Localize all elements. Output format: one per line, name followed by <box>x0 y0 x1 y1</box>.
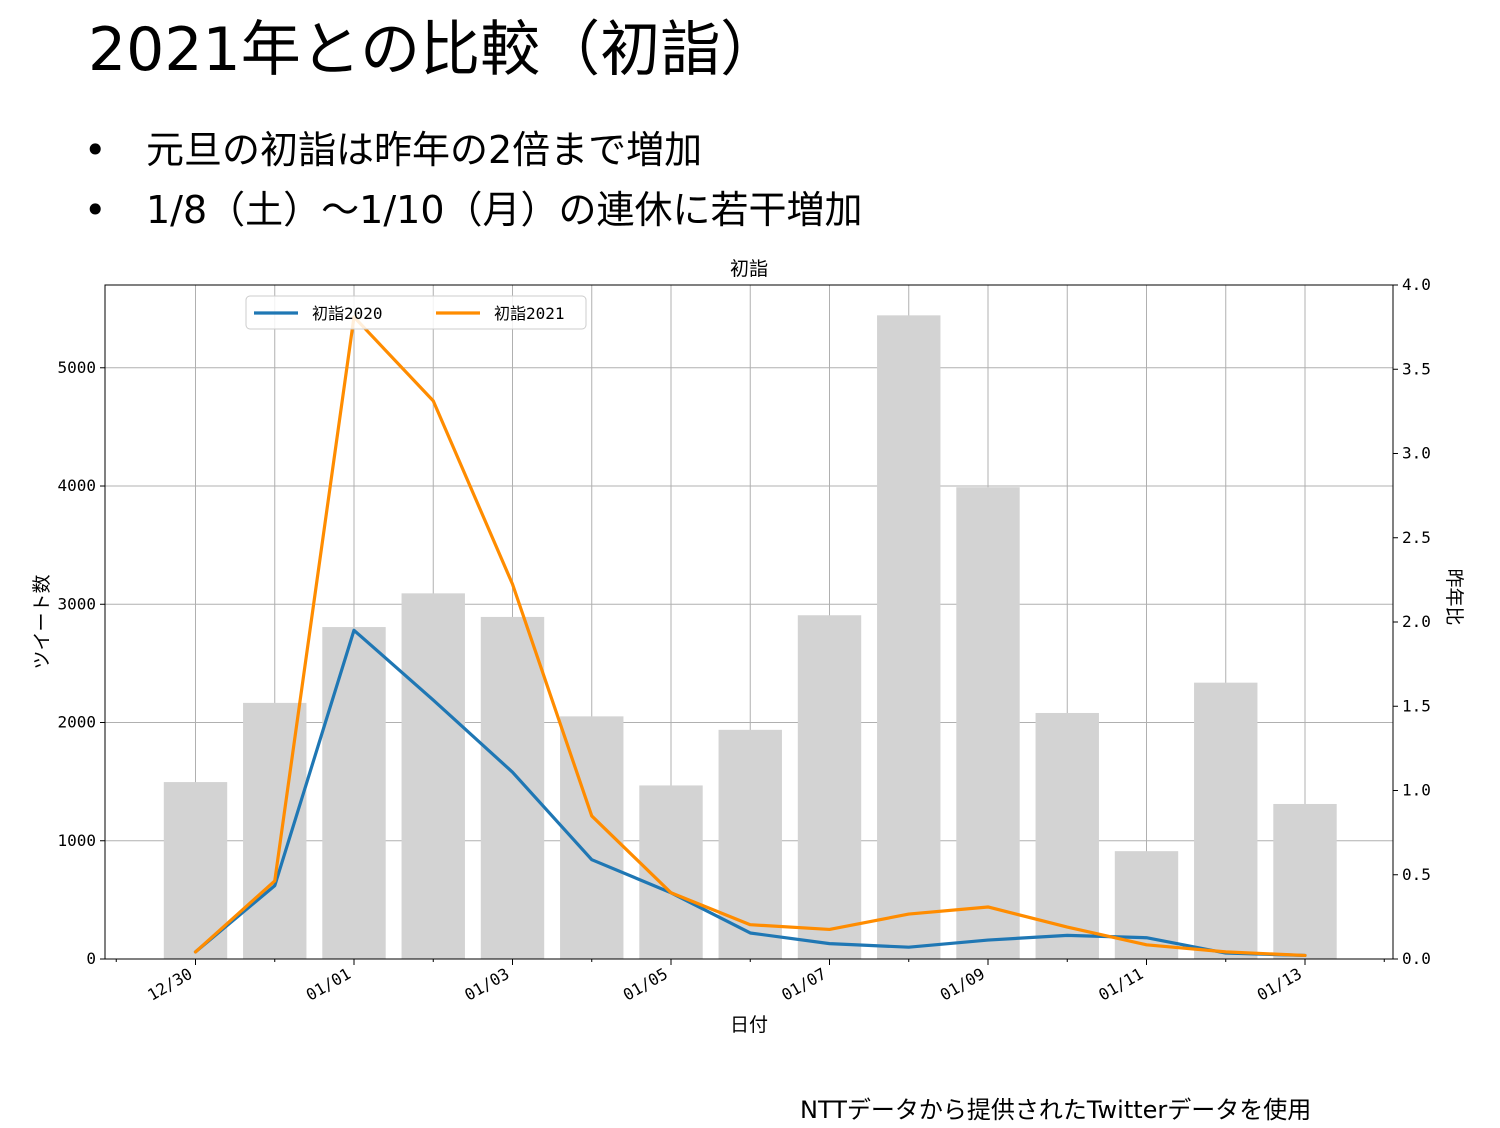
bar-yoy-ratio <box>797 615 862 959</box>
y2-tick-label: 4.0 <box>1402 275 1431 294</box>
bullet-item: • 元旦の初詣は昨年の2倍まで増加 <box>84 120 863 180</box>
y2-axis-title: 昨年比 <box>1443 568 1465 625</box>
y-tick-label: 2000 <box>57 713 96 732</box>
bar-yoy-ratio <box>1273 803 1337 959</box>
x-tick-label: 01/09 <box>937 964 988 1005</box>
x-tick-label: 12/30 <box>144 964 195 1005</box>
y-tick-label: 4000 <box>57 476 96 495</box>
legend-label: 初詣2021 <box>494 304 565 323</box>
bullet-text: 1/8（土）～1/10（月）の連休に若干増加 <box>146 188 863 232</box>
bar-yoy-ratio <box>243 702 307 959</box>
bullet-marker: • <box>84 188 107 232</box>
line-series-2 <box>193 315 1307 958</box>
bullet-list: • 元旦の初詣は昨年の2倍まで増加 • 1/8（土）～1/10（月）の連休に若干増加 <box>84 120 863 240</box>
y-tick-label: 1000 <box>57 831 96 850</box>
chart: 0 1000 2000 3000 4000 5000 0.0 0.5 1.0 1.5 2.0 2.5 3… <box>31 258 1465 1036</box>
bar-yoy-ratio <box>877 315 941 959</box>
y2-tick-label: 2.0 <box>1402 612 1431 631</box>
y-axis-title: ツイート数 <box>31 574 53 669</box>
legend-box <box>245 295 587 330</box>
x-tick-label: 01/11 <box>1095 964 1146 1005</box>
line-series-1 <box>193 628 1307 958</box>
y-tick-label: 0 <box>86 949 96 968</box>
y2-tick-label: 1.5 <box>1402 696 1431 715</box>
y2-tick-label: 2.5 <box>1402 528 1431 547</box>
x-axis-title: 日付 <box>730 1014 768 1036</box>
y-tick-label: 3000 <box>57 594 96 613</box>
bullet-item: • 1/8（土）～1/10（月）の連休に若干増加 <box>84 180 863 240</box>
y-tick-label: 5000 <box>57 358 96 377</box>
chart-title: 初詣 <box>730 258 768 280</box>
x-tick-label: 01/01 <box>303 964 354 1005</box>
x-tick-label: 01/05 <box>620 964 671 1005</box>
y2-tick-label: 3.5 <box>1402 359 1431 378</box>
source-note: NTTデータから提供されたTwitterデータを使用 <box>800 1096 1312 1124</box>
y2-tick-label: 0.5 <box>1402 865 1431 884</box>
bar-yoy-ratio <box>1194 682 1258 959</box>
chart-container: 0 1000 2000 3000 4000 5000 0.0 0.5 1.0 1.5 2.0 2.5 3… <box>0 250 1500 1050</box>
x-tick-label: 01/03 <box>461 964 512 1005</box>
bar-yoy-ratio <box>322 627 386 959</box>
y2-tick-label: 3.0 <box>1402 444 1431 463</box>
bar-yoy-ratio <box>401 593 465 959</box>
bullet-marker: • <box>84 128 107 172</box>
x-tick-label: 01/07 <box>778 964 829 1005</box>
y2-tick-label: 0.0 <box>1402 949 1431 968</box>
y2-tick-label: 1.0 <box>1402 781 1431 800</box>
bar-yoy-ratio <box>480 616 545 959</box>
bullet-text: 元旦の初詣は昨年の2倍まで増加 <box>146 128 703 172</box>
legend-label: 初詣2020 <box>312 304 383 323</box>
bar-yoy-ratio <box>956 487 1020 959</box>
x-tick-label: 01/13 <box>1254 964 1305 1005</box>
slide-title: 2021年との比較（初詣） <box>88 15 781 85</box>
bar-yoy-ratio <box>1035 712 1099 959</box>
bar-yoy-ratio <box>163 782 228 959</box>
